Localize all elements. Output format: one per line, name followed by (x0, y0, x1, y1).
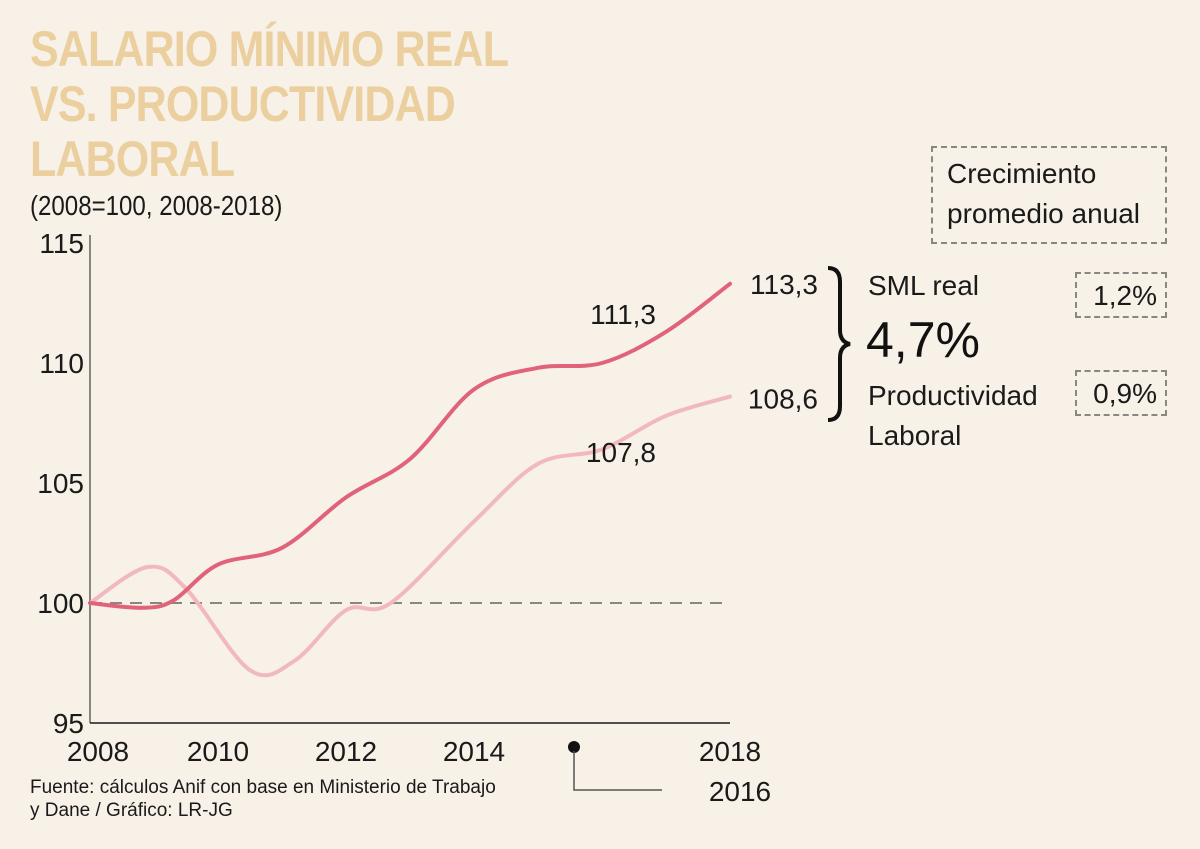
y-tick-label: 110 (39, 348, 84, 379)
title-line-2: VS. PRODUCTIVIDAD (30, 76, 456, 132)
x-tick-label: 2008 (67, 736, 129, 767)
data-label: 107,8 (586, 437, 656, 468)
chart-title: SALARIO MÍNIMO REAL VS. PRODUCTIVIDAD LA… (30, 21, 509, 187)
marker-2016-leader (573, 751, 662, 791)
y-tick-label: 100 (37, 588, 84, 619)
x-tick-label: 2018 (699, 736, 761, 767)
series-group (88, 281, 732, 678)
source-line-1: Fuente: cálculos Anif con base en Minist… (30, 777, 496, 798)
chart-subtitle: (2008=100, 2008-2018) (30, 190, 283, 221)
x-tick-label: 2010 (187, 736, 249, 767)
source-line-2: y Dane / Gráfico: LR-JG (30, 800, 233, 821)
prod-rate-badge: 0,9% (1075, 370, 1167, 416)
source-note: Fuente: cálculos Anif con base en Minist… (30, 776, 496, 822)
sml-label: SML real (868, 270, 980, 301)
prod-label-line-2: Laboral (868, 420, 962, 451)
x-tick-label: 2014 (443, 736, 505, 767)
legend-box-growth: Crecimiento promedio anual (931, 146, 1167, 244)
marker-2016-dot (568, 741, 580, 753)
legend-title-line-1: Crecimiento (947, 158, 1097, 189)
data-label: 111,3 (590, 299, 656, 330)
gap-value: 4,7% (866, 312, 980, 368)
x-tick-label-2016: 2016 (709, 776, 771, 807)
y-tick-label: 105 (37, 468, 84, 499)
legend-title-line-2: promedio anual (947, 198, 1141, 229)
data-label: 113,3 (750, 269, 818, 300)
axes: 95 100 105 110 115 2008 2010 2012 2014 2018 2016 (37, 228, 771, 807)
x-tick-label: 2012 (315, 736, 377, 767)
labels-group: 111,3 113,3 107,8 108,6 (586, 269, 818, 468)
prod-label-line-1: Productividad (868, 380, 1038, 411)
brace-icon (827, 266, 851, 422)
title-line-1: SALARIO MÍNIMO REAL (30, 21, 509, 77)
data-label: 108,6 (748, 384, 818, 415)
y-tick-label: 115 (39, 228, 84, 259)
series-line-sml-real (88, 281, 732, 610)
prod-label: Productividad Laboral (868, 376, 1038, 456)
title-line-3: LABORAL (30, 131, 235, 187)
y-tick-label: 95 (53, 708, 84, 739)
sml-rate-badge: 1,2% (1075, 272, 1167, 318)
